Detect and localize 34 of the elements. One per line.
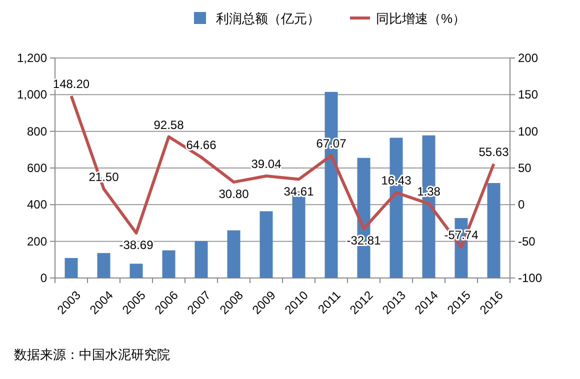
y-tick-label: 0 [40, 271, 48, 285]
bar [64, 258, 78, 278]
y-tick-label: 1,200 [16, 51, 48, 65]
data-label: 148.20 [52, 76, 90, 91]
bar [487, 183, 500, 278]
y-tick-label: 200 [26, 234, 48, 248]
y2-tick-label: 100 [518, 124, 538, 138]
data-label: 92.58 [154, 118, 184, 132]
y-tick-label: 600 [26, 161, 48, 175]
y2-tick-label: 200 [518, 51, 538, 65]
y2-tick-label: 50 [518, 161, 532, 175]
data-label: 30.80 [218, 187, 250, 202]
data-label: 64.66 [186, 138, 217, 152]
y2-tick-label: -100 [518, 271, 542, 285]
data-label: -32.81 [346, 234, 382, 248]
source-note: 数据来源：中国水泥研究院 [14, 347, 170, 362]
bar [162, 250, 176, 278]
data-label: -38.69 [119, 238, 154, 252]
y2-tick-label: 150 [518, 88, 538, 102]
y2-tick-label: 0 [518, 198, 525, 212]
y-tick-label: 400 [26, 198, 48, 212]
data-label: 34.61 [284, 184, 314, 198]
data-label: 55.63 [478, 144, 510, 159]
bar [260, 211, 273, 278]
legend-label: 利润总额（亿元） [216, 11, 320, 26]
bar [130, 264, 143, 278]
legend-label: 同比增速（%） [376, 11, 466, 26]
data-label: 39.04 [251, 157, 282, 172]
bar [97, 253, 110, 278]
y2-tick-label: -50 [518, 234, 536, 248]
bar [227, 230, 240, 278]
y-tick-label: 1,000 [16, 88, 48, 102]
y-tick-label: 800 [26, 124, 48, 138]
bar [194, 240, 208, 278]
